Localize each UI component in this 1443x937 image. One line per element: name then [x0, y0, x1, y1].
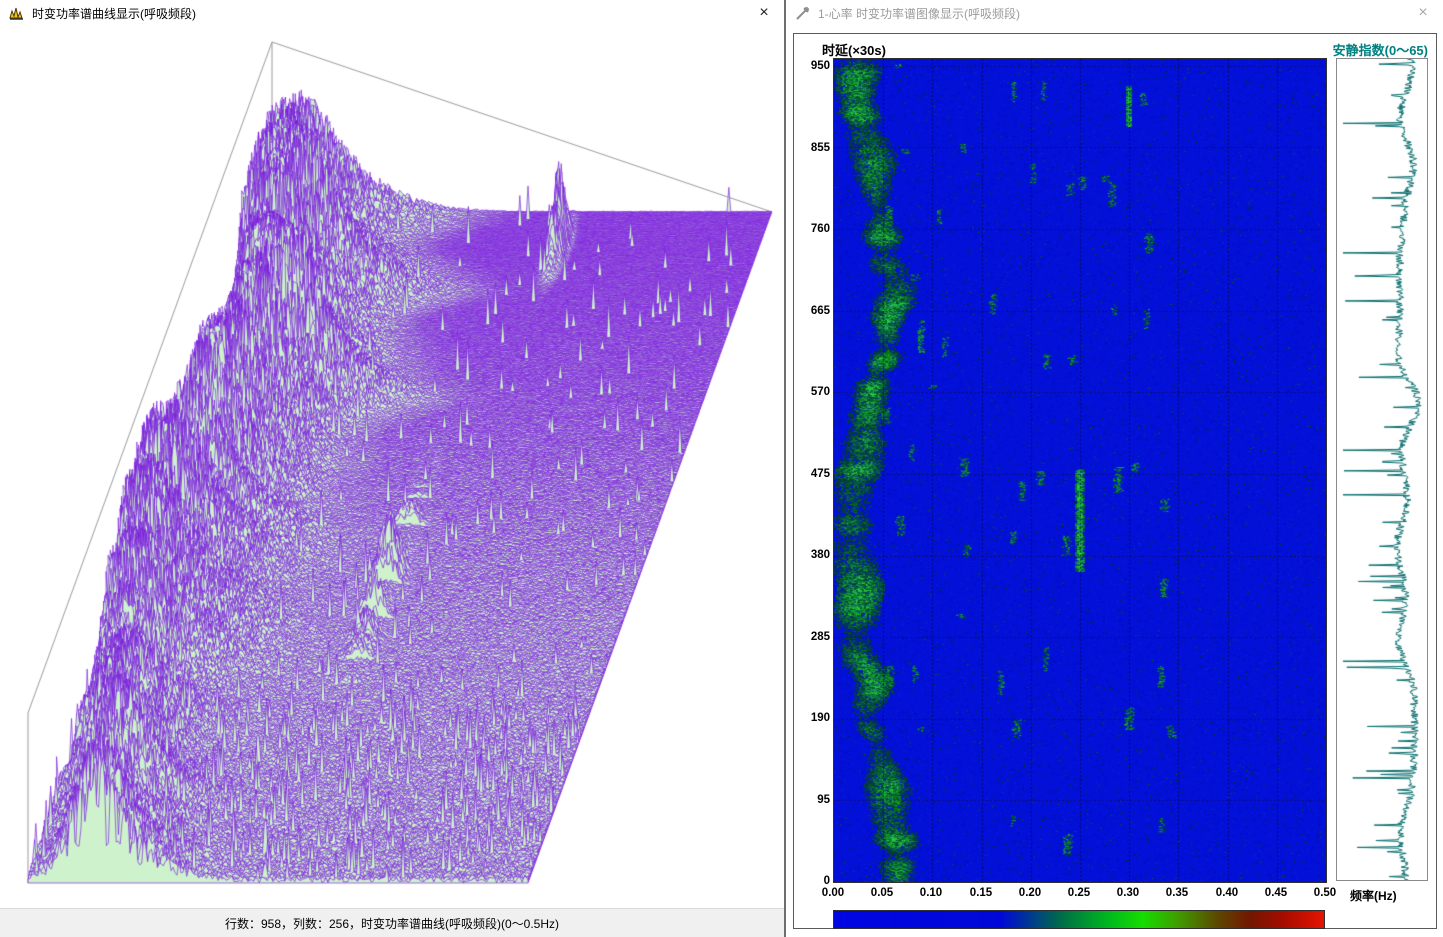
left-statusbar: 行数：958，列数：256，时变功率谱曲线(呼吸频段)(0～0.5Hz): [0, 908, 784, 937]
chart-panel: 时延(×30s) 安静指数(0～65) 950 855 760 665 570 …: [793, 33, 1437, 929]
x-tick-label: 0.45: [1264, 887, 1288, 899]
y-tick-label: 285: [810, 631, 830, 643]
spectrum-peaks-icon: [8, 5, 25, 22]
quiet-index-line: [1337, 59, 1427, 880]
x-tick-label: 0.15: [969, 887, 993, 899]
x-tick-label: 0.10: [919, 887, 943, 899]
colorbar-legend: [833, 910, 1325, 929]
x-tick-label: 0.00: [821, 887, 845, 899]
y-tick-label: 950: [810, 60, 830, 72]
x-tick-label: 0.35: [1165, 887, 1189, 899]
quiet-index-chart: [1336, 58, 1428, 881]
waterfall-window: 时变功率谱曲线显示(呼吸频段) × 行数：958，列数：256，时变功率谱曲线(…: [0, 0, 786, 937]
y-tick-label: 855: [810, 142, 830, 154]
x-tick-label: 0.05: [870, 887, 894, 899]
right-close-button[interactable]: ×: [1411, 3, 1435, 23]
x-tick-label: 0.20: [1018, 887, 1042, 899]
spectrogram-window: 1-心率 时变功率谱图像显示(呼吸频段) × 时延(×30s) 安静指数(0～6…: [786, 0, 1443, 937]
y-tick-label: 190: [810, 712, 830, 724]
x-tick-label: 0.25: [1067, 887, 1091, 899]
y-tick-label: 665: [810, 305, 830, 317]
y-tick-label: 0: [823, 875, 830, 887]
y-axis-title: 时延(×30s): [822, 43, 886, 58]
x-tick-label: 0.50: [1313, 887, 1337, 899]
left-titlebar[interactable]: 时变功率谱曲线显示(呼吸频段) ×: [0, 0, 784, 26]
quiet-index-title: 安静指数(0～65): [1332, 43, 1428, 58]
spectrogram-heatmap: [833, 58, 1327, 883]
y-tick-label: 760: [810, 223, 830, 235]
left-window-title: 时变功率谱曲线显示(呼吸频段): [32, 6, 196, 21]
waterfall-3d-plot: [0, 0, 784, 937]
x-axis-title: 频率(Hz): [1350, 889, 1397, 903]
x-tick-label: 0.30: [1116, 887, 1140, 899]
tool-icon: [794, 5, 811, 22]
right-titlebar[interactable]: 1-心率 时变功率谱图像显示(呼吸频段) ×: [786, 0, 1443, 26]
y-tick-label: 380: [810, 549, 830, 561]
x-tick-label: 0.40: [1215, 887, 1239, 899]
y-tick-label: 95: [817, 794, 830, 806]
y-tick-label: 570: [810, 386, 830, 398]
left-close-button[interactable]: ×: [752, 3, 776, 23]
right-window-title: 1-心率 时变功率谱图像显示(呼吸频段): [818, 6, 1020, 21]
y-tick-label: 475: [810, 468, 830, 480]
status-text: 行数：958，列数：256，时变功率谱曲线(呼吸频段)(0～0.5Hz): [224, 916, 560, 931]
